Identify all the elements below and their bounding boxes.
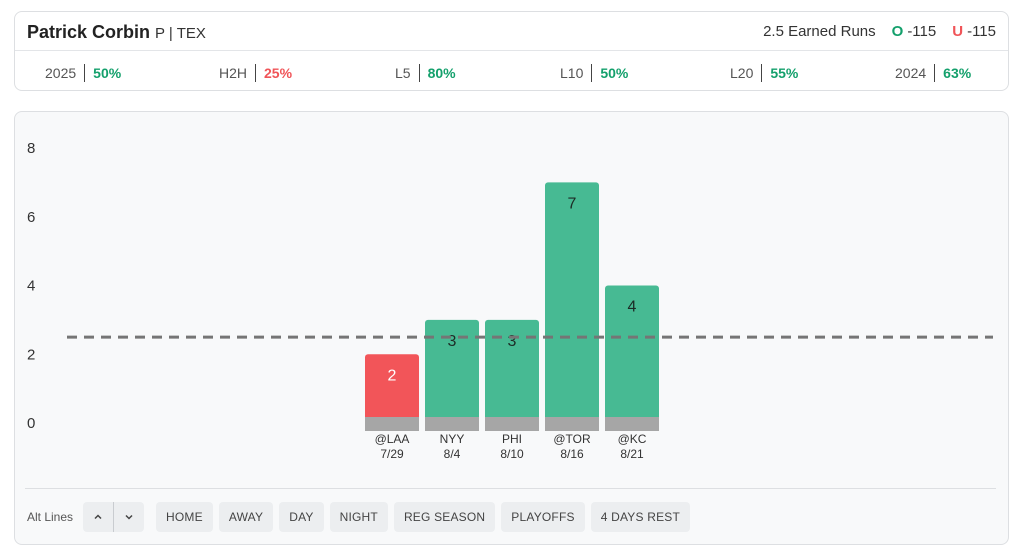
y-tick-label: 4 (27, 278, 35, 295)
x-date-label: 8/21 (620, 447, 644, 461)
filter-reg-season-button[interactable]: REG SEASON (393, 502, 496, 532)
stat-separator (591, 64, 593, 82)
bar-value-label: 3 (508, 333, 517, 350)
stat-2025[interactable]: 2025 50% (45, 64, 121, 82)
under-letter: U (952, 23, 964, 40)
stat-label: 2025 (45, 65, 77, 81)
bar-fill (605, 285, 659, 424)
stat-label: H2H (219, 65, 248, 81)
stat-label: L10 (560, 65, 584, 81)
hit-rate-stats: 2025 50% H2H 25% L5 80% L10 50% L20 55% 2024 63% (15, 52, 1008, 92)
bar-value-label: 7 (568, 195, 577, 212)
bar-value-label: 3 (448, 333, 457, 350)
under-odds-button[interactable]: U -115 (952, 23, 996, 40)
stat-value: 80% (427, 65, 456, 81)
filter-home-button[interactable]: HOME (156, 502, 213, 532)
filter-playoffs-button[interactable]: PLAYOFFS (501, 502, 585, 532)
bar-fill (485, 319, 539, 424)
stat-l10[interactable]: L10 50% (560, 64, 628, 82)
x-category-label: @TOR (553, 432, 591, 446)
x-category-label: @KC (618, 432, 647, 446)
filter-buttons: HOME AWAY DAY NIGHT REG SEASON PLAYOFFS 4 DAYS… (156, 502, 696, 532)
alt-line-up-button[interactable] (83, 502, 113, 532)
over-odds-button[interactable]: O -115 (892, 23, 937, 40)
bar-nyy[interactable]: 3 (425, 319, 479, 431)
bar-phi[interactable]: 3 (485, 319, 539, 431)
stat-l20[interactable]: L20 55% (730, 64, 798, 82)
stat-separator (761, 64, 763, 82)
bar-value-label: 2 (388, 367, 397, 384)
bar-fill (365, 354, 419, 424)
chart-card: 0 2 4 6 8 2 @LAA 7/29 3 NYY 8/4 3 PHI 8/10 7 @TOR 8/16 4 @… (14, 111, 1009, 545)
prop-header-card: Patrick Corbin P | TEX 2.5 Earned Runs O… (14, 11, 1009, 91)
player-position-team: P | TEX (155, 25, 206, 42)
prop-line-info: 2.5 Earned Runs O -115 U -115 (763, 23, 996, 40)
x-date-label: 8/16 (560, 447, 584, 461)
stat-separator (84, 64, 86, 82)
stat-value: 55% (770, 65, 799, 81)
alt-lines-stepper (83, 502, 145, 532)
stat-separator (934, 64, 936, 82)
x-date-label: 8/10 (500, 447, 524, 461)
filter-away-button[interactable]: AWAY (218, 502, 274, 532)
y-tick-label: 0 (27, 415, 35, 432)
stat-value: 25% (264, 65, 293, 81)
bar-at-laa[interactable]: 2 (365, 354, 419, 431)
y-tick-label: 2 (27, 346, 35, 363)
bar-value-label: 4 (628, 299, 637, 316)
prop-label: 2.5 Earned Runs (763, 23, 876, 40)
stat-l5[interactable]: L5 80% (395, 64, 456, 82)
alt-lines-label: Alt Lines (27, 510, 74, 524)
bar-fill (425, 319, 479, 424)
title-row: Patrick Corbin P | TEX 2.5 Earned Runs O… (15, 12, 1008, 51)
under-odds: -115 (967, 23, 996, 40)
stat-separator (255, 64, 257, 82)
bar-base (605, 417, 659, 431)
filter-4-days-rest-button[interactable]: 4 DAYS REST (590, 502, 691, 532)
stat-value: 63% (943, 65, 972, 81)
bar-at-tor[interactable]: 7 (545, 182, 599, 431)
bar-base (365, 417, 419, 431)
stat-label: L20 (730, 65, 754, 81)
x-date-label: 8/4 (444, 447, 461, 461)
stat-label: 2024 (895, 65, 927, 81)
x-date-label: 7/29 (380, 447, 404, 461)
x-category-label: @LAA (375, 432, 410, 446)
filter-day-button[interactable]: DAY (279, 502, 324, 532)
stat-2024[interactable]: 2024 63% (895, 64, 971, 82)
chevron-down-icon (125, 514, 133, 520)
over-odds: -115 (907, 23, 937, 40)
stat-value: 50% (600, 65, 629, 81)
bar-base (485, 417, 539, 431)
y-tick-label: 6 (27, 209, 35, 226)
over-letter: O (891, 23, 904, 40)
filter-divider (25, 488, 996, 489)
stat-label: L5 (395, 65, 411, 81)
filter-night-button[interactable]: NIGHT (329, 502, 388, 532)
stat-h2h[interactable]: H2H 25% (219, 64, 292, 82)
player-name[interactable]: Patrick Corbin (27, 22, 151, 42)
x-category-label: NYY (440, 432, 465, 446)
y-tick-label: 8 (27, 140, 35, 157)
stat-separator (418, 64, 420, 82)
chevron-up-icon (94, 514, 102, 520)
alt-line-down-button[interactable] (114, 502, 144, 532)
x-category-label: PHI (502, 432, 522, 446)
bar-fill (545, 182, 599, 424)
bar-base (425, 417, 479, 431)
filter-bar: Alt Lines HOME AWAY DAY NIGHT REG SEASON PLAY… (27, 502, 696, 532)
bar-at-kc[interactable]: 4 (605, 285, 659, 432)
bar-base (545, 417, 599, 431)
stat-value: 50% (93, 65, 122, 81)
